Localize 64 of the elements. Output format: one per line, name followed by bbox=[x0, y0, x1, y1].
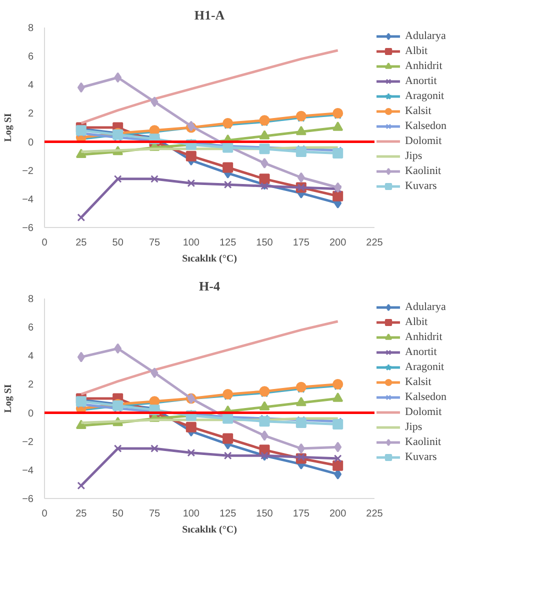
y-tick-label: −4 bbox=[22, 194, 34, 206]
x-tick-label: 100 bbox=[182, 508, 200, 520]
y-axis-title: Log SI bbox=[3, 384, 14, 413]
y-tick-label: −6 bbox=[22, 494, 34, 505]
legend-label: Albit bbox=[405, 44, 428, 58]
x-tick-label: 225 bbox=[366, 508, 384, 520]
y-axis-title: Log SI bbox=[3, 113, 14, 142]
legend-label: Aragonit bbox=[405, 360, 444, 374]
legend-label: Adularya bbox=[405, 300, 446, 314]
y-tick-label: 4 bbox=[28, 80, 34, 92]
x-tick-label: 75 bbox=[148, 238, 160, 248]
legend-label: Adularya bbox=[405, 29, 446, 43]
legend-label: Kalsedon bbox=[405, 119, 447, 133]
legend-label: Anhidrit bbox=[405, 59, 442, 73]
y-tick-label: 8 bbox=[28, 294, 34, 305]
legend-label: Kalsit bbox=[405, 104, 432, 118]
legend-label: Jips bbox=[405, 149, 424, 163]
x-tick-label: 125 bbox=[219, 508, 237, 520]
legend-label: Jips bbox=[405, 420, 424, 434]
x-tick-label: 0 bbox=[42, 238, 48, 248]
y-tick-label: 6 bbox=[28, 322, 34, 334]
x-tick-label: 25 bbox=[76, 508, 88, 520]
legend-label: Anortit bbox=[405, 74, 437, 88]
y-tick-label: 0 bbox=[28, 137, 34, 148]
legend-label: Kaolinit bbox=[405, 164, 442, 178]
x-tick-label: 175 bbox=[292, 238, 310, 248]
y-tick-label: 2 bbox=[28, 380, 34, 391]
y-tick-label: −4 bbox=[22, 465, 34, 476]
legend-label: Kalsedon bbox=[405, 390, 447, 404]
legend-label: Kuvars bbox=[405, 450, 437, 464]
legend-label: Kuvars bbox=[405, 179, 437, 193]
chart-title: H-4 bbox=[199, 278, 220, 294]
y-tick-label: −6 bbox=[22, 223, 34, 234]
x-tick-label: 0 bbox=[42, 508, 48, 520]
x-tick-label: 25 bbox=[76, 238, 88, 248]
legend-label: Anortit bbox=[405, 345, 437, 359]
x-axis-title: Sıcaklık (°C) bbox=[182, 254, 237, 264]
y-tick-label: 0 bbox=[28, 408, 34, 420]
x-tick-label: 200 bbox=[329, 508, 347, 520]
x-tick-label: 150 bbox=[256, 508, 274, 520]
chart-title: H1-A bbox=[194, 8, 226, 22]
x-tick-label: 50 bbox=[112, 238, 124, 248]
y-tick-label: −2 bbox=[22, 436, 34, 448]
x-tick-label: 125 bbox=[219, 238, 237, 248]
legend-label: Kalsit bbox=[405, 375, 432, 389]
legend-label: Anhidrit bbox=[405, 330, 442, 344]
y-tick-label: 2 bbox=[28, 108, 34, 120]
x-tick-label: 175 bbox=[292, 508, 310, 520]
y-tick-label: 4 bbox=[28, 351, 34, 362]
x-tick-label: 50 bbox=[112, 508, 124, 520]
legend-label: Dolomit bbox=[405, 405, 442, 419]
x-tick-label: 100 bbox=[182, 238, 200, 248]
x-axis-title: Sıcaklık (°C) bbox=[182, 524, 237, 536]
x-tick-label: 200 bbox=[329, 238, 347, 248]
x-tick-label: 75 bbox=[148, 508, 160, 520]
legend-label: Albit bbox=[405, 315, 428, 329]
legend-label: Dolomit bbox=[405, 134, 442, 148]
legend-label: Aragonit bbox=[405, 89, 444, 103]
x-tick-label: 225 bbox=[366, 238, 384, 248]
y-tick-label: 6 bbox=[28, 52, 34, 63]
y-tick-label: 8 bbox=[28, 23, 34, 34]
legend-label: Kaolinit bbox=[405, 435, 442, 449]
y-tick-label: −2 bbox=[22, 166, 34, 177]
x-tick-label: 150 bbox=[256, 238, 274, 248]
